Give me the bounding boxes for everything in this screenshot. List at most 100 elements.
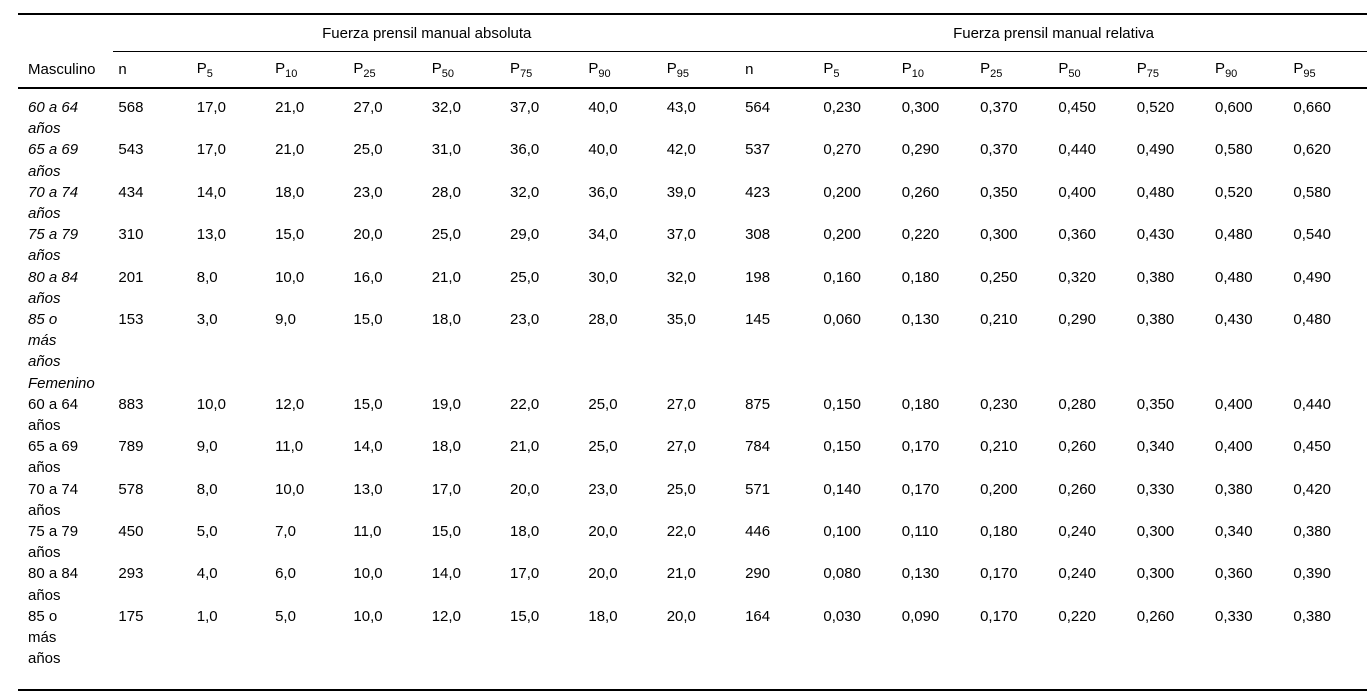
- column-header-base: n: [745, 61, 754, 78]
- value-cell: 0,200: [823, 183, 861, 201]
- value-cell: [1132, 373, 1210, 394]
- value-cell: 15,0: [353, 311, 383, 329]
- value-cell: 0,450: [1293, 438, 1331, 456]
- value-cell: 0,260: [1136, 607, 1175, 625]
- value-cell: [1210, 373, 1288, 394]
- value-cell: 0,330: [1215, 607, 1253, 625]
- value-cell: 7,0: [275, 523, 296, 541]
- value-cell: 145: [745, 311, 771, 329]
- value-cell: 0,520: [1215, 183, 1253, 201]
- value-cell: 0,260: [1058, 480, 1096, 498]
- value-cell: 153: [118, 311, 144, 329]
- column-header-base: P: [901, 59, 912, 77]
- column-header-p25: P25: [975, 51, 1054, 89]
- value-cell: 13,0: [196, 226, 226, 244]
- label-text: Femenino: [28, 374, 95, 392]
- value-cell: 12,0: [431, 607, 461, 625]
- age-group-label: 80 a 84 años: [18, 563, 113, 605]
- value-cell: 537: [745, 141, 771, 159]
- table-row: 60 a 64 años 883 10,0 12,0 15,0 19,0 22,0 25,0 2…: [18, 394, 1367, 436]
- value-cell: 21,0: [275, 99, 305, 116]
- column-header-n: n: [740, 51, 819, 89]
- value-cell: 17,0: [431, 480, 461, 498]
- value-cell: 423: [745, 183, 771, 201]
- value-cell: 0,580: [1293, 183, 1331, 201]
- value-cell: 0,240: [1058, 523, 1096, 541]
- column-header-subscript: 95: [676, 67, 689, 80]
- value-cell: 15,0: [431, 523, 461, 541]
- value-cell: [818, 373, 896, 394]
- value-cell: 0,420: [1293, 480, 1331, 498]
- value-cell: 36,0: [588, 183, 618, 201]
- value-cell: 8,0: [196, 268, 218, 286]
- value-cell: 18,0: [588, 607, 618, 625]
- value-cell: 17,0: [196, 99, 226, 116]
- label-text: 70 a 74 años: [28, 480, 79, 519]
- column-header-subscript: 5: [833, 67, 840, 80]
- value-cell: 0,300: [980, 226, 1018, 244]
- value-cell: 30,0: [588, 268, 618, 286]
- value-cell: 5,0: [196, 523, 218, 541]
- value-cell: 9,0: [275, 311, 296, 329]
- table-row: 85 o más años 175 1,0 5,0 10,0 12,0 15,0 18,0 20…: [18, 606, 1367, 691]
- value-cell: 0,210: [980, 311, 1018, 329]
- value-cell: 875: [745, 395, 771, 413]
- value-cell: [662, 373, 740, 394]
- table-row: 70 a 74 años 434 14,0 18,0 23,0 28,0 32,0 36,0 3…: [18, 182, 1367, 224]
- value-cell: [1053, 373, 1131, 394]
- label-text: 65 a 69 años: [28, 438, 79, 477]
- value-cell: 25,0: [588, 438, 618, 456]
- value-cell: 0,110: [901, 523, 939, 541]
- value-cell: 0,160: [823, 268, 861, 286]
- value-cell: 22,0: [510, 395, 540, 413]
- value-cell: 18,0: [275, 183, 305, 201]
- value-cell: 17,0: [196, 141, 226, 159]
- value-cell: 446: [745, 523, 771, 541]
- value-cell: 0,180: [901, 395, 940, 413]
- value-cell: [505, 373, 583, 394]
- value-cell: 883: [118, 395, 144, 413]
- value-cell: 0,090: [901, 607, 940, 625]
- value-cell: 0,400: [1215, 395, 1253, 413]
- age-group-label: 60 a 64 años: [18, 88, 113, 139]
- column-header-p90: P90: [583, 51, 662, 89]
- label-text: 75 a 79 años: [28, 226, 79, 265]
- value-cell: 0,260: [1058, 438, 1096, 456]
- value-cell: 0,290: [1058, 311, 1096, 329]
- column-header-subscript: 50: [1068, 67, 1081, 80]
- table-row: 80 a 84 años 201 8,0 10,0 16,0 21,0 25,0 30,0 32…: [18, 267, 1367, 309]
- value-cell: 293: [118, 565, 144, 583]
- group-header-absolute: Fuerza prensil manual absoluta: [113, 14, 741, 52]
- value-cell: 0,080: [823, 565, 861, 583]
- value-cell: 0,170: [901, 480, 940, 498]
- value-cell: 0,360: [1058, 226, 1096, 244]
- value-cell: [897, 373, 975, 394]
- value-cell: 0,230: [980, 395, 1018, 413]
- value-cell: 18,0: [431, 438, 461, 456]
- column-header-base: n: [118, 61, 127, 78]
- label-text: 80 a 84 años: [28, 268, 79, 307]
- value-cell: 0,130: [901, 565, 940, 583]
- value-cell: 0,180: [980, 523, 1018, 541]
- value-cell: 308: [745, 226, 771, 244]
- column-header-subscript: 10: [911, 67, 924, 80]
- value-cell: 0,350: [1136, 395, 1175, 413]
- value-cell: 0,380: [1215, 480, 1253, 498]
- age-group-label: 70 a 74 años: [18, 182, 113, 224]
- value-cell: 0,380: [1293, 607, 1331, 625]
- value-cell: 310: [118, 226, 144, 244]
- value-cell: 0,580: [1215, 141, 1253, 159]
- value-cell: 25,0: [588, 395, 618, 413]
- column-header-subscript: 75: [1146, 67, 1159, 80]
- value-cell: 571: [745, 480, 771, 498]
- column-header-base: P: [666, 59, 677, 77]
- value-cell: 15,0: [275, 226, 305, 244]
- value-cell: 0,300: [901, 99, 940, 116]
- age-group-label: 80 a 84 años: [18, 267, 113, 309]
- value-cell: 784: [745, 438, 771, 456]
- column-header-p50: P50: [426, 51, 506, 89]
- value-cell: 18,0: [431, 311, 461, 329]
- value-cell: 0,370: [980, 141, 1018, 159]
- value-cell: 0,490: [1136, 141, 1175, 159]
- value-cell: 175: [118, 607, 144, 625]
